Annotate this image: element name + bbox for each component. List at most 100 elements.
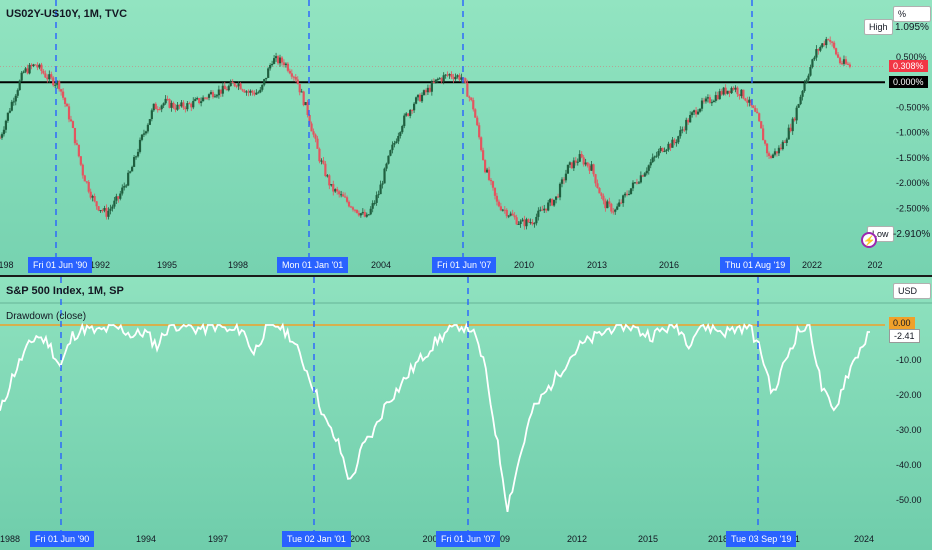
- candle-body: [594, 174, 597, 184]
- candle-body: [693, 110, 696, 113]
- candle-body: [503, 209, 506, 211]
- candle-body: [194, 99, 197, 101]
- candle-body: [842, 59, 846, 64]
- candle-body: [641, 175, 644, 177]
- y-tick-label: -30.00: [896, 425, 922, 435]
- candle-body: [529, 222, 532, 224]
- candle-body: [454, 76, 457, 80]
- drawdown-current-tag: -2.41: [889, 329, 920, 343]
- candle-body: [487, 169, 491, 180]
- candle-body: [748, 99, 751, 103]
- candle-body: [608, 201, 611, 204]
- candle-body: [661, 147, 664, 152]
- candle-body: [377, 194, 380, 196]
- candle-body: [30, 64, 33, 67]
- drawdown-indicator-label: Drawdown (close): [6, 311, 87, 322]
- candle-body: [793, 118, 796, 121]
- candle-body: [328, 175, 331, 186]
- candle-body: [347, 201, 351, 207]
- candle-body: [343, 196, 347, 198]
- candle-body: [823, 43, 826, 46]
- candle-body: [706, 97, 710, 99]
- candle-body: [551, 199, 554, 206]
- candle-body: [726, 90, 729, 94]
- candle-body: [34, 64, 37, 66]
- high-label: High: [864, 19, 893, 35]
- y-tick-label: -1.000%: [896, 128, 930, 138]
- candle-body: [795, 107, 798, 121]
- candle-body: [63, 97, 67, 104]
- candle-body: [491, 181, 495, 188]
- spread-chart[interactable]: 0.500% -0.500% -1.000% -1.500% -2.000% -2.500…: [0, 0, 932, 275]
- candle-body: [817, 49, 820, 51]
- candle-body: [442, 75, 445, 82]
- candle-body: [340, 194, 343, 196]
- date-label-2007: Fri 01 Jun '07: [432, 257, 497, 273]
- candle-body: [525, 219, 528, 227]
- candle-body: [558, 183, 562, 198]
- candle-body: [450, 74, 453, 77]
- candle-body: [716, 95, 719, 100]
- currency-button[interactable]: USD: [893, 283, 931, 299]
- sp500-pane: -10.00 -20.00 -30.00 -40.00 -50.00 1988 1994 19…: [0, 277, 932, 550]
- candle-body: [111, 206, 114, 209]
- candle-body: [639, 175, 642, 183]
- candle-body: [505, 209, 508, 217]
- candle-body: [322, 160, 325, 164]
- candle-body: [420, 94, 424, 102]
- candle-body: [564, 173, 568, 181]
- candle-body: [209, 92, 213, 95]
- x-tick-label: 2016: [659, 260, 679, 270]
- candle-body: [501, 209, 504, 211]
- candle-body: [330, 184, 333, 186]
- candle-body: [107, 210, 110, 217]
- candle-body: [533, 223, 536, 225]
- candle-body: [596, 183, 599, 188]
- candle-body: [274, 56, 278, 59]
- candle-body: [624, 193, 627, 196]
- candle-body: [610, 203, 613, 212]
- candle-body: [237, 83, 240, 87]
- lightning-icon[interactable]: ⚡: [861, 232, 877, 248]
- candle-body: [154, 103, 157, 110]
- candle-body: [160, 105, 163, 110]
- candle-body: [395, 141, 398, 144]
- candle-body: [846, 63, 850, 65]
- candle-body: [478, 125, 481, 138]
- drawdown-series-line: [0, 322, 870, 513]
- candle-body: [40, 64, 43, 71]
- candle-body: [722, 87, 725, 95]
- candle-body: [119, 193, 122, 199]
- spread-title: US02Y-US10Y, 1M, TVC: [6, 8, 128, 20]
- percent-scale-button[interactable]: %: [893, 6, 931, 22]
- candle-body: [631, 182, 635, 189]
- candle-body: [760, 121, 763, 129]
- candle-body: [515, 217, 518, 225]
- candle-body: [472, 100, 475, 110]
- candle-body: [702, 100, 706, 102]
- drawdown-chart[interactable]: -10.00 -20.00 -30.00 -40.00 -50.00 1988 1994 19…: [0, 277, 932, 550]
- candle-body: [671, 139, 674, 148]
- candle-body: [507, 215, 510, 217]
- candle-body: [50, 74, 53, 78]
- candle-body: [105, 207, 108, 217]
- pane-separator[interactable]: [0, 275, 932, 277]
- candle-body: [69, 119, 73, 122]
- candle-body: [65, 103, 69, 107]
- candle-body: [132, 157, 136, 167]
- candle-body: [6, 112, 9, 121]
- candle-body: [553, 199, 556, 206]
- candle-body: [20, 72, 23, 81]
- candle-body: [537, 210, 540, 217]
- candle-body: [831, 41, 834, 43]
- candle-body: [32, 64, 35, 67]
- candle-body: [765, 143, 769, 154]
- low-value: -2.910%: [893, 229, 931, 240]
- candle-body: [785, 139, 788, 143]
- candle-body: [12, 101, 15, 103]
- candle-body: [198, 98, 201, 104]
- candle-body: [807, 75, 810, 80]
- candle-body: [282, 62, 286, 66]
- sp500-title: S&P 500 Index, 1M, SP: [6, 285, 124, 297]
- candle-body: [180, 102, 183, 107]
